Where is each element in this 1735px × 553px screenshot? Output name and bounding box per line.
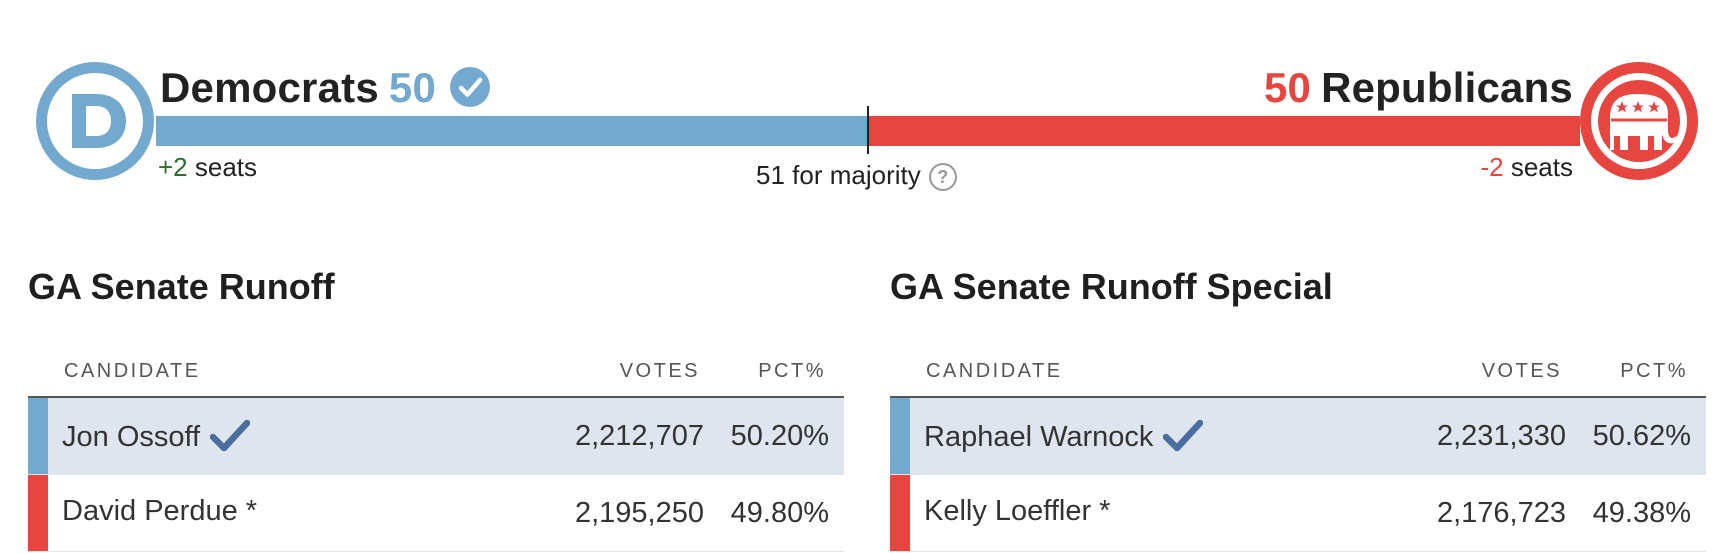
republicans-heading: 50 Republicans: [1264, 62, 1573, 114]
candidate-pct: 49.38%: [1592, 497, 1691, 529]
candidate-votes: 2,195,250: [574, 497, 704, 529]
republicans-change-value: -2: [1480, 152, 1504, 182]
republicans-label: Republicans: [1321, 64, 1573, 111]
democrats-heading: Democrats 50: [160, 62, 491, 114]
majority-marker: [867, 106, 869, 154]
party-stripe-dem: [890, 398, 910, 474]
candidate-name: Kelly Loeffler *: [924, 495, 1111, 527]
column-header-pct: PCT%: [758, 360, 826, 382]
column-header-candidate: CANDIDATE: [926, 360, 1063, 382]
question-circle-icon[interactable]: ?: [928, 163, 957, 192]
table-header: CANDIDATE VOTES PCT%: [890, 346, 1706, 398]
party-stripe-rep: [28, 475, 48, 551]
democrats-change-suffix: seats: [187, 152, 258, 182]
candidate-votes: 2,176,723: [1436, 497, 1566, 529]
democrats-seat-count: 50: [388, 64, 437, 111]
race-ga-senate-runoff-special: GA Senate Runoff Special CANDIDATE VOTES…: [890, 262, 1706, 552]
column-header-votes: VOTES: [619, 360, 700, 382]
democrat-logo-icon: [36, 62, 154, 180]
majority-text: 51 for majority: [756, 160, 921, 190]
majority-label: 51 for majority?: [756, 158, 957, 192]
candidate-votes: 2,212,707: [574, 420, 704, 452]
candidate-name: David Perdue *: [62, 495, 258, 527]
democrats-change-value: +2: [158, 152, 188, 182]
candidate-name-text: Raphael Warnock: [924, 421, 1154, 453]
candidate-pct: 49.80%: [730, 497, 829, 529]
democrat-seat-bar: [156, 116, 868, 146]
republicans-seat-change: -2 seats: [1481, 150, 1574, 184]
table-row: Kelly Loeffler * 2,176,723 49.38%: [890, 475, 1706, 552]
table-row: Jon Ossoff 2,212,707 50.20%: [28, 398, 844, 475]
column-header-pct: PCT%: [1620, 360, 1688, 382]
republican-seat-bar: [868, 116, 1580, 146]
table-row: Raphael Warnock 2,231,330 50.62%: [890, 398, 1706, 475]
checkmark-icon: [1163, 418, 1204, 460]
race-title: GA Senate Runoff: [28, 266, 335, 307]
democrats-label: Democrats: [160, 64, 379, 111]
checkmark-circle-icon: [450, 67, 491, 107]
table-header: CANDIDATE VOTES PCT%: [28, 346, 844, 398]
table-row: David Perdue * 2,195,250 49.80%: [28, 475, 844, 552]
candidate-pct: 50.62%: [1592, 420, 1691, 452]
candidate-votes: 2,231,330: [1436, 420, 1566, 452]
candidate-pct: 50.20%: [730, 420, 829, 452]
candidate-name-text: Jon Ossoff: [62, 421, 201, 453]
column-header-votes: VOTES: [1481, 360, 1562, 382]
republican-elephant-logo-icon: [1580, 62, 1698, 180]
column-header-candidate: CANDIDATE: [64, 360, 201, 382]
republicans-seat-count: 50: [1263, 64, 1312, 111]
candidate-name: Raphael Warnock: [924, 418, 1204, 460]
candidate-name: Jon Ossoff: [62, 418, 251, 460]
party-stripe-rep: [890, 475, 910, 551]
checkmark-icon: [209, 418, 251, 460]
party-stripe-dem: [28, 398, 48, 474]
race-title: GA Senate Runoff Special: [890, 266, 1333, 307]
democrats-seat-change: +2 seats: [158, 150, 257, 184]
race-ga-senate-runoff: GA Senate Runoff CANDIDATE VOTES PCT% Jo…: [28, 262, 844, 552]
republicans-change-suffix: seats: [1503, 152, 1573, 182]
